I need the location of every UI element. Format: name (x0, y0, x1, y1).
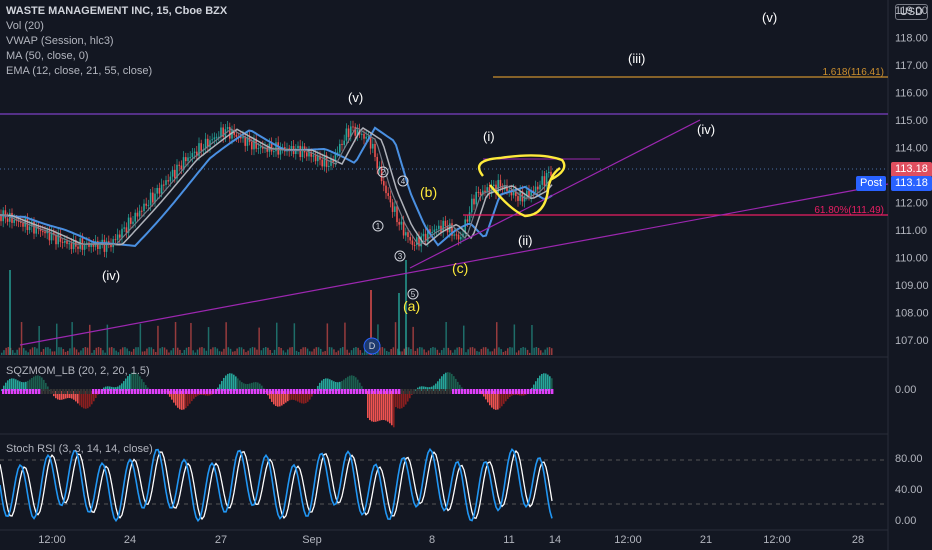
price-tick-label: 112.00 (895, 198, 928, 210)
wave-label-i: (i) (483, 129, 495, 144)
chart-legend: WASTE MANAGEMENT INC, 15, Cboe BZX Vol (… (6, 4, 227, 79)
dividend-marker-label: D (369, 341, 376, 351)
price-tick-label: 107.00 (895, 335, 929, 347)
indicator-vwap[interactable]: VWAP (Session, hlc3) (6, 35, 114, 47)
symbol-title[interactable]: WASTE MANAGEMENT INC, 15, Cboe BZX (6, 5, 228, 17)
price-tick-label: 119.00 (895, 5, 928, 17)
stoch-tick-label: 0.00 (895, 515, 916, 527)
indicator-ema[interactable]: EMA (12, close, 21, 55, close) (6, 65, 153, 77)
price-tick-label: 117.00 (895, 60, 928, 72)
wave-label-b: (b) (420, 184, 437, 200)
time-tick-label: 21 (700, 534, 712, 546)
time-axis[interactable]: 12:00 24 27 Sep 8 11 14 12:00 21 12:00 28 (38, 534, 864, 546)
channel-trendline[interactable] (409, 119, 701, 269)
wave-label-a: (a) (403, 298, 420, 314)
sqz-tick-label: 0.00 (895, 384, 916, 396)
wave-num-2: 2 (381, 168, 386, 177)
wave-num-1: 1 (376, 222, 381, 231)
sqzmom-label[interactable]: SQZMOM_LB (20, 2, 20, 1.5) (6, 365, 150, 377)
wave-label-v-top: (v) (762, 10, 777, 25)
wave-label-iv-right: (iv) (697, 122, 715, 137)
long-trendline[interactable] (19, 183, 889, 346)
post-market-label: Post (856, 176, 887, 191)
wave-label-c: (c) (452, 260, 468, 276)
price-tick-label: 116.00 (895, 88, 928, 100)
time-tick-label: 11 (503, 534, 514, 546)
post-market-badge: 113.18 (891, 176, 932, 191)
stoch-tick-label: 80.00 (895, 453, 923, 465)
dividend-marker-icon[interactable] (363, 337, 381, 355)
yellow-freehand-annotation[interactable] (477, 154, 566, 218)
wave-num-5: 5 (411, 290, 416, 299)
price-tick-label: 110.00 (895, 253, 928, 265)
wave-num-4: 4 (401, 177, 406, 186)
time-tick-label: 8 (429, 534, 435, 546)
moving-averages (0, 126, 553, 247)
fib-1618-label: 1.618(116.41) (822, 67, 884, 78)
time-tick-label: 12:00 (614, 534, 642, 546)
currency-button[interactable]: USD (894, 4, 928, 20)
price-axis[interactable]: 119.00118.00117.00116.00115.00114.00113.… (895, 5, 929, 527)
time-tick-label: 28 (852, 534, 864, 546)
price-tick-label: 109.00 (895, 280, 929, 292)
wave-label-iv-left: (iv) (102, 268, 120, 283)
price-tick-label: 118.00 (895, 33, 928, 45)
price-tick-label: 108.00 (895, 308, 929, 320)
squeeze-momentum-histogram (1, 372, 554, 428)
time-tick-label: Sep (302, 534, 322, 546)
wave-num-3: 3 (398, 252, 403, 261)
circled-wave-numbers (372, 166, 419, 300)
time-tick-label: 24 (124, 534, 136, 546)
price-tick-label: 115.00 (895, 115, 928, 127)
price-tick-label: 114.00 (895, 143, 928, 155)
indicator-ma[interactable]: MA (50, close, 0) (6, 50, 89, 62)
time-tick-label: 27 (215, 534, 227, 546)
stoch-rsi-lines (0, 447, 553, 523)
stoch-tick-label: 40.00 (895, 484, 923, 496)
volume-bars (1, 260, 553, 355)
last-price-badge: 113.18 (891, 162, 932, 177)
indicator-vol[interactable]: Vol (20) (6, 20, 44, 32)
time-tick-label: 14 (549, 534, 561, 546)
fib-618-label: 61.80%(111.49) (814, 205, 884, 216)
stoch-rsi-label[interactable]: Stoch RSI (3, 3, 14, 14, close) (6, 443, 153, 455)
wave-label-ii: (ii) (518, 233, 532, 248)
time-tick-label: 12:00 (38, 534, 66, 546)
wave-label-iii: (iii) (628, 51, 645, 66)
time-tick-label: 12:00 (763, 534, 791, 546)
price-tick-label: 111.00 (895, 225, 927, 237)
wave-label-v-mid: (v) (348, 90, 363, 105)
